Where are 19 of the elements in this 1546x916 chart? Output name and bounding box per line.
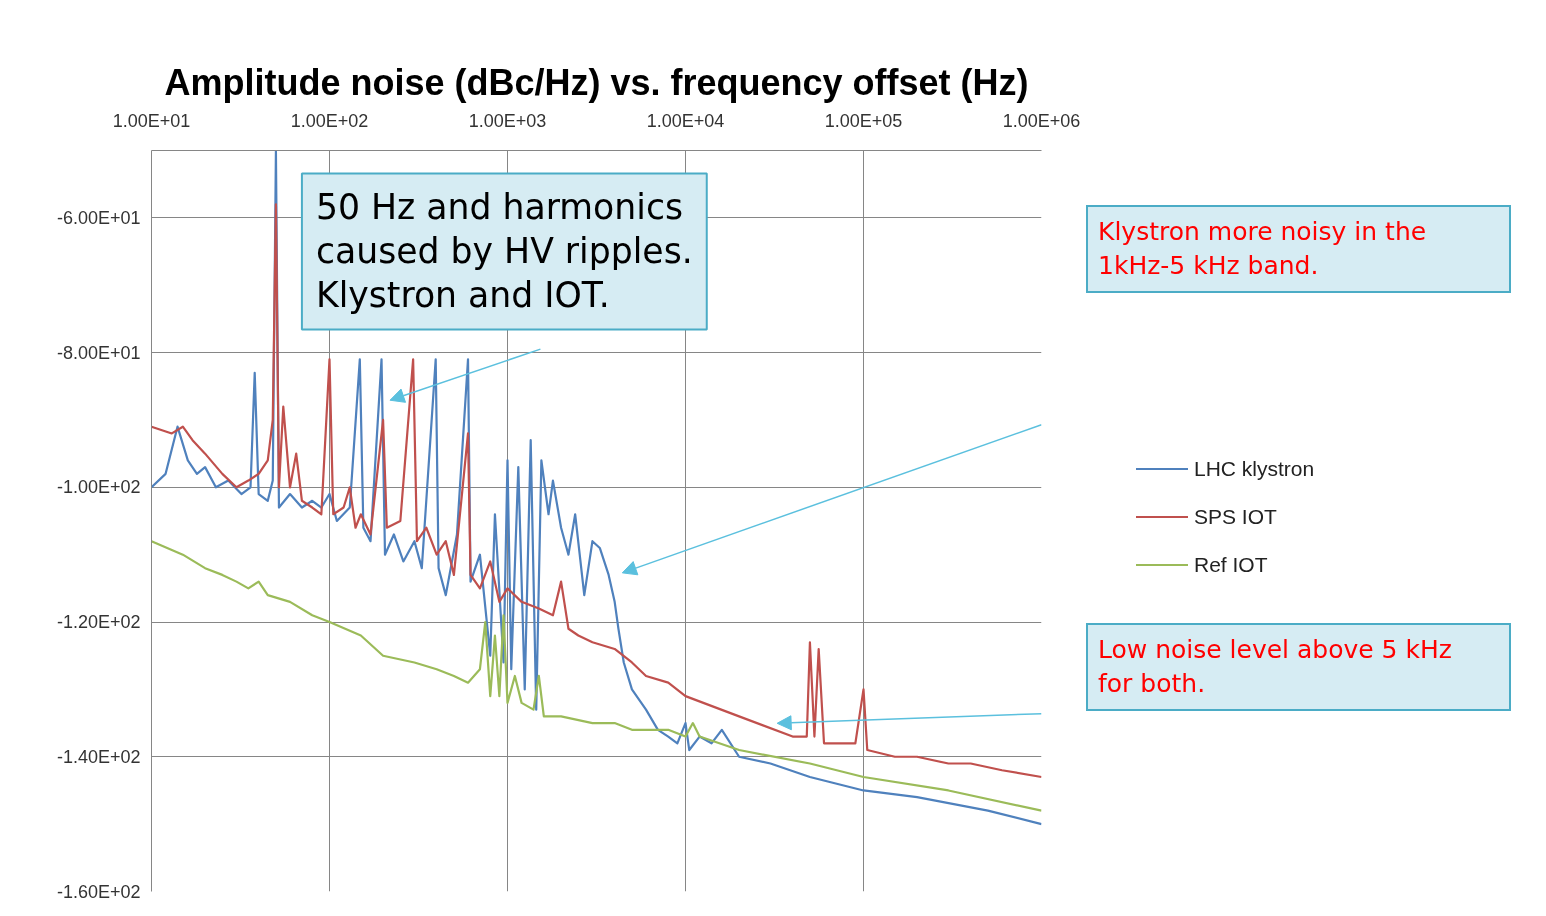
y-tick-label: -1.40E+02 [56, 746, 141, 767]
text: Klystron more noisy in the 1kHz-5 kHz band. [1086, 205, 1511, 293]
legend-label: SPS IOT [1194, 504, 1277, 530]
annotation: 50 Hz and harmonics caused by HV ripples. Klystron and IOT. [315, 187, 693, 316]
y-tick-label: -1.00E+02 [56, 477, 141, 498]
x-tick-label: 1.00E+04 [646, 110, 725, 131]
x-tick-label: 1.00E+03 [468, 110, 547, 131]
legend-label: LHC klystron [1194, 456, 1315, 482]
legend-label: Ref IOT [1194, 552, 1268, 578]
text: Low noise level above 5 kHz for both. [1086, 623, 1511, 711]
y-tick-label: -8.00E+01 [56, 342, 141, 363]
y-tick-label: -1.20E+02 [56, 612, 141, 633]
x-tick-label: 1.00E+02 [290, 110, 369, 131]
y-tick-label: -6.00E+01 [56, 207, 141, 228]
chart-title: Amplitude noise (dBc/Hz) vs. frequency offset (Hz) [164, 61, 1029, 103]
x-tick-label: 1.00E+01 [112, 110, 191, 131]
x-tick-label: 1.00E+05 [824, 110, 903, 131]
x-tick-label: 1.00E+06 [1002, 110, 1081, 131]
y-tick-label: -1.60E+02 [56, 881, 141, 902]
